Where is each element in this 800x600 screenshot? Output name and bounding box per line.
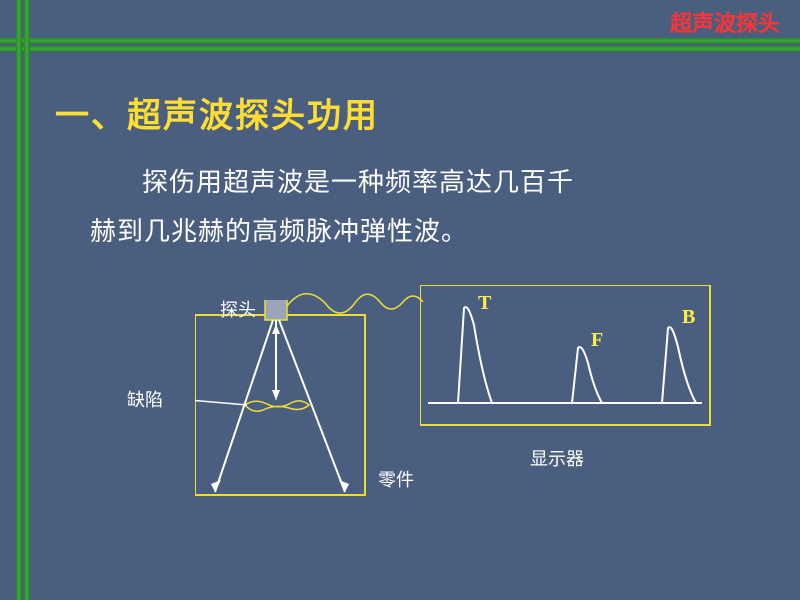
defect-label: 缺陷 [127,386,163,412]
page-title: 一、超声波探头功用 [55,88,379,137]
body-line-1: 探伤用超声波是一种频率高达几百千 [142,167,574,197]
peak-b-label: B [682,306,695,329]
display-label: 显示器 [530,445,584,471]
body-text: 探伤用超声波是一种频率高达几百千 赫到几兆赫的高频脉冲弹性波。 [90,158,750,257]
green-bar-vertical-2 [24,0,30,600]
green-bar-horizontal-2 [0,46,800,52]
display-diagram [420,285,720,445]
probe-label: 探头 [220,296,256,322]
peak-f-label: F [591,329,603,352]
header-label: 超声波探头 [670,6,780,38]
body-line-2: 赫到几兆赫的高频脉冲弹性波。 [90,216,468,246]
peak-t-label: T [478,292,491,315]
part-label: 零件 [378,466,414,492]
green-bar-horizontal-1 [0,38,800,44]
green-bar-vertical-1 [16,0,22,600]
